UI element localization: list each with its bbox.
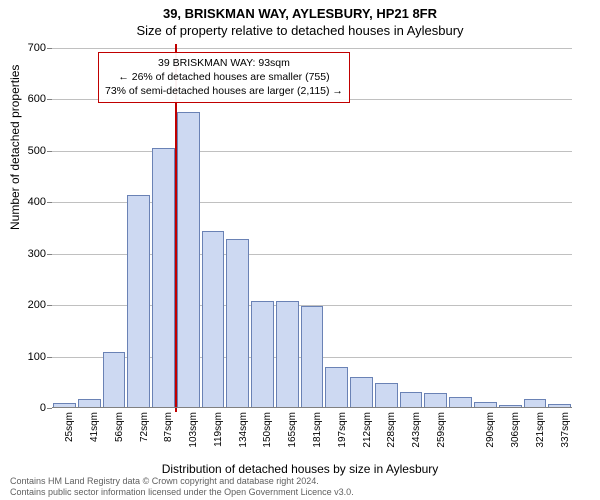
property-callout: 39 BRISKMAN WAY: 93sqm← 26% of detached … bbox=[98, 52, 350, 103]
x-tick-label: 103sqm bbox=[188, 412, 199, 448]
x-tick-label: 134sqm bbox=[238, 412, 249, 448]
x-tick-label: 228sqm bbox=[386, 412, 397, 448]
x-tick-label: 72sqm bbox=[139, 412, 150, 442]
y-tick-label: 700 bbox=[28, 42, 46, 54]
footer-attribution: Contains HM Land Registry data © Crown c… bbox=[10, 476, 354, 498]
x-tick-label: 165sqm bbox=[287, 412, 298, 448]
x-tick-label: 337sqm bbox=[560, 412, 571, 448]
x-tick-label: 321sqm bbox=[535, 412, 546, 448]
histogram-bar bbox=[325, 367, 348, 408]
histogram-bar bbox=[301, 306, 324, 408]
y-tick-label: 600 bbox=[28, 93, 46, 105]
callout-line: ← 26% of detached houses are smaller (75… bbox=[105, 70, 343, 84]
footer-line: Contains public sector information licen… bbox=[10, 487, 354, 498]
footer-line: Contains HM Land Registry data © Crown c… bbox=[10, 476, 354, 487]
x-tick-label: 306sqm bbox=[510, 412, 521, 448]
histogram-bar bbox=[103, 352, 126, 408]
histogram-bar bbox=[424, 393, 447, 408]
callout-line: 39 BRISKMAN WAY: 93sqm bbox=[105, 56, 343, 70]
callout-line: 73% of semi-detached houses are larger (… bbox=[105, 84, 343, 98]
y-tick-label: 200 bbox=[28, 299, 46, 311]
x-tick-label: 259sqm bbox=[436, 412, 447, 448]
histogram-bar bbox=[350, 377, 373, 408]
y-tick-label: 500 bbox=[28, 145, 46, 157]
x-tick-label: 181sqm bbox=[312, 412, 323, 448]
y-tick-label: 0 bbox=[40, 402, 46, 414]
y-axis-ticks: 0100200300400500600700 bbox=[0, 48, 50, 408]
x-tick-label: 119sqm bbox=[213, 412, 224, 447]
y-tick-label: 100 bbox=[28, 351, 46, 363]
y-tick-label: 300 bbox=[28, 248, 46, 260]
histogram-bar bbox=[127, 195, 150, 408]
histogram-bar bbox=[251, 301, 274, 408]
x-tick-label: 150sqm bbox=[262, 412, 273, 448]
histogram-bar bbox=[177, 112, 200, 408]
x-tick-label: 56sqm bbox=[114, 412, 125, 442]
histogram-bar bbox=[375, 383, 398, 408]
histogram-bar bbox=[202, 231, 225, 408]
histogram-bar bbox=[152, 148, 175, 408]
x-tick-label: 243sqm bbox=[411, 412, 422, 448]
x-axis-label: Distribution of detached houses by size … bbox=[0, 462, 600, 476]
histogram-bar bbox=[400, 392, 423, 408]
chart-subtitle: Size of property relative to detached ho… bbox=[0, 21, 600, 38]
histogram-bar bbox=[226, 239, 249, 408]
x-tick-label: 87sqm bbox=[163, 412, 174, 442]
x-tick-label: 212sqm bbox=[362, 412, 373, 448]
x-tick-label: 41sqm bbox=[89, 412, 100, 442]
x-axis-ticks: 25sqm 41sqm 56sqm 72sqm 87sqm 103sqm 119sqm 134… bbox=[52, 408, 572, 458]
x-tick-label: 290sqm bbox=[485, 412, 496, 448]
histogram-bar bbox=[276, 301, 299, 408]
y-tick-label: 400 bbox=[28, 196, 46, 208]
page-title: 39, BRISKMAN WAY, AYLESBURY, HP21 8FR bbox=[0, 0, 600, 21]
x-tick-label: 25sqm bbox=[64, 412, 75, 442]
x-tick-label: 197sqm bbox=[337, 412, 348, 448]
